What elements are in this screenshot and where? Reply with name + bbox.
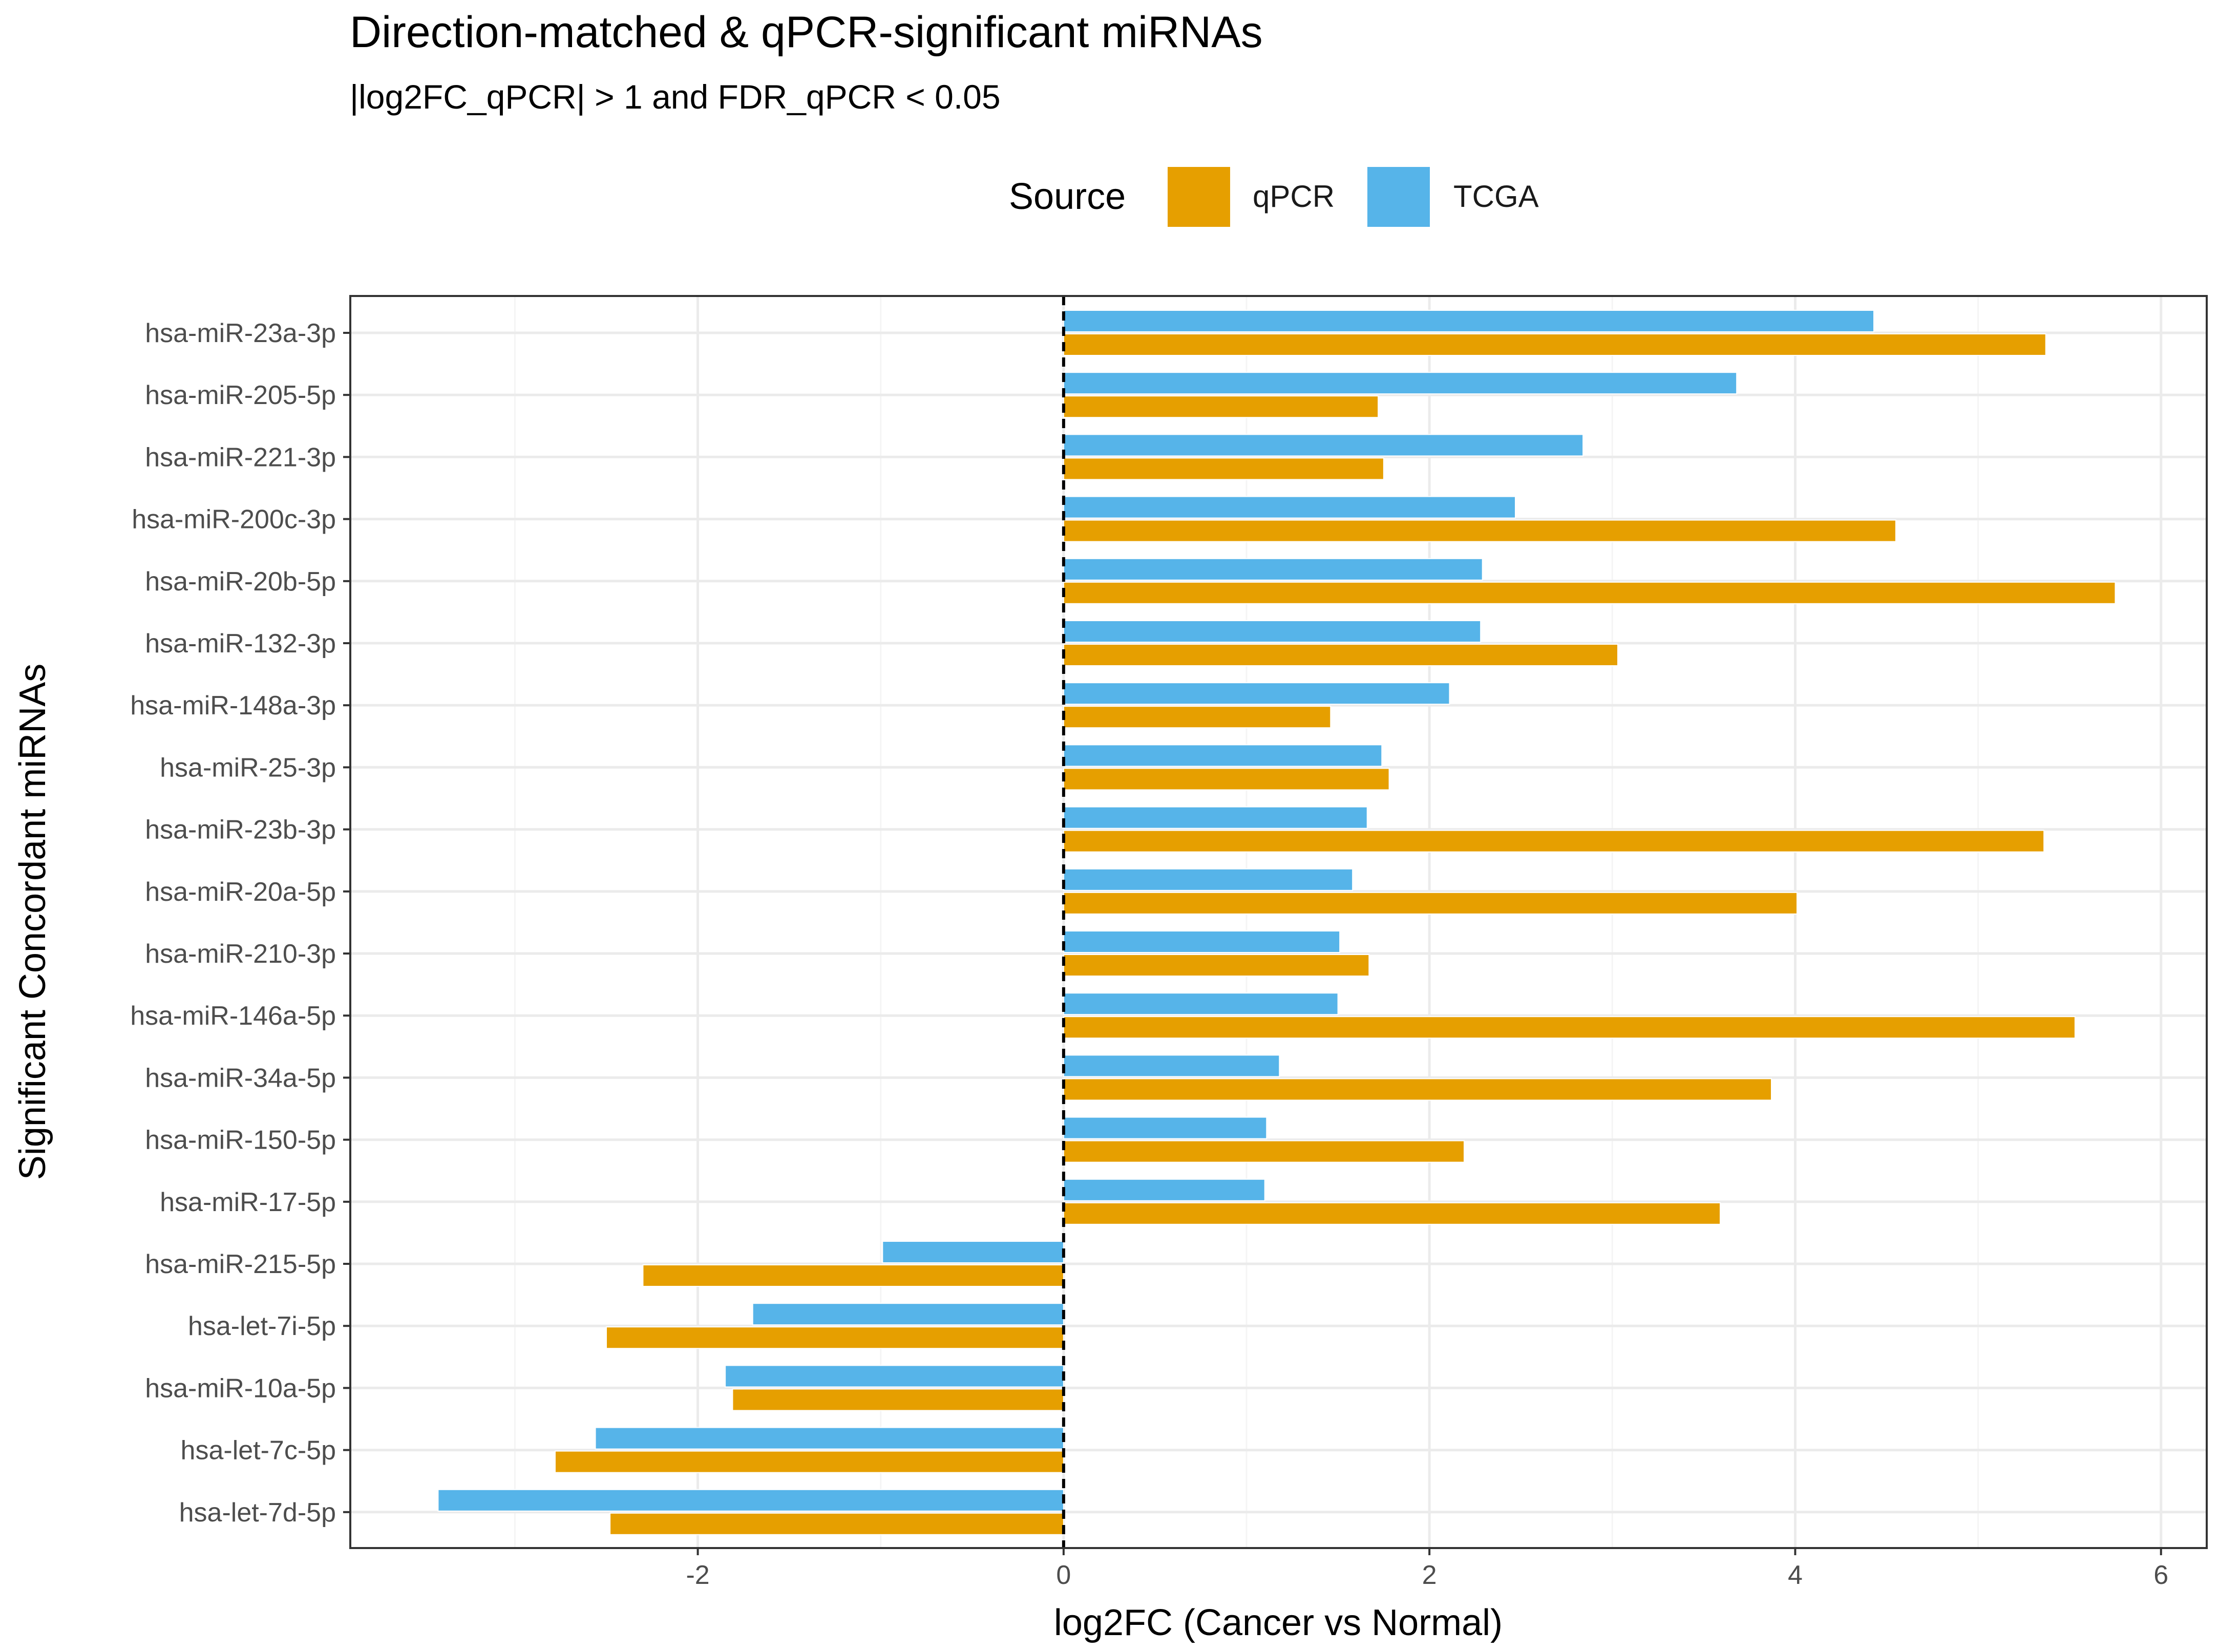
y-tick-label: hsa-miR-146a-5p [130, 1001, 336, 1031]
y-tick-label: hsa-miR-34a-5p [145, 1063, 336, 1093]
bar-tcga-hsa-miR-132-3p: hsa-miR-132-3p (TCGA): 2.28 [1063, 620, 1482, 643]
bar-qpcr-hsa-let-7c-5p: hsa-let-7c-5p (qPCR): -2.78 [555, 1450, 1064, 1473]
bar-tcga-hsa-miR-200c-3p: hsa-miR-200c-3p (TCGA): 2.47 [1063, 496, 1516, 519]
bar-tcga-hsa-miR-23b-3p: hsa-miR-23b-3p (TCGA): 1.66 [1063, 806, 1368, 829]
x-tick-label: 2 [1422, 1560, 1437, 1590]
y-tick-label: hsa-miR-10a-5p [145, 1373, 336, 1403]
y-tick-label: hsa-miR-215-5p [145, 1249, 336, 1279]
y-tick-label: hsa-miR-148a-3p [130, 691, 336, 721]
x-tick-label: -2 [686, 1560, 709, 1590]
bar-tcga-hsa-miR-205-5p: hsa-miR-205-5p (TCGA): 3.68 [1063, 372, 1738, 395]
bar-tcga-hsa-miR-221-3p: hsa-miR-221-3p (TCGA): 2.84 [1063, 434, 1584, 457]
y-tick-label: hsa-let-7d-5p [179, 1498, 336, 1528]
bar-qpcr-hsa-let-7d-5p: hsa-let-7d-5p (qPCR): -2.48 [609, 1512, 1064, 1535]
legend-title: Source [1009, 176, 1126, 217]
bar-qpcr-hsa-miR-205-5p: hsa-miR-205-5p (qPCR): 1.72 [1063, 395, 1379, 418]
legend-label-tcga: TCGA [1453, 179, 1539, 214]
bar-tcga-hsa-let-7i-5p: hsa-let-7i-5p (TCGA): -1.7 [752, 1303, 1064, 1326]
bar-tcga-hsa-miR-25-3p: hsa-miR-25-3p (TCGA): 1.74 [1063, 744, 1383, 767]
bar-tcga-hsa-miR-17-5p: hsa-miR-17-5p (TCGA): 1.1 [1063, 1178, 1265, 1201]
bar-qpcr-hsa-miR-20b-5p: hsa-miR-20b-5p (qPCR): 5.75 [1063, 581, 2116, 604]
bar-qpcr-hsa-miR-200c-3p: hsa-miR-200c-3p (qPCR): 4.55 [1063, 519, 1896, 542]
bar-tcga-hsa-miR-210-3p: hsa-miR-210-3p (TCGA): 1.51 [1063, 930, 1341, 953]
y-tick-label: hsa-let-7i-5p [188, 1311, 336, 1341]
bar-qpcr-hsa-let-7i-5p: hsa-let-7i-5p (qPCR): -2.5 [606, 1326, 1064, 1349]
bar-qpcr-hsa-miR-17-5p: hsa-miR-17-5p (qPCR): 3.59 [1063, 1202, 1721, 1225]
y-tick-label: hsa-miR-20b-5p [145, 567, 336, 597]
x-tick-label: 6 [2153, 1560, 2168, 1590]
y-tick-label: hsa-miR-20a-5p [145, 877, 336, 907]
bar-qpcr-hsa-miR-148a-3p: hsa-miR-148a-3p (qPCR): 1.46 [1063, 706, 1332, 729]
bar-qpcr-hsa-miR-221-3p: hsa-miR-221-3p (qPCR): 1.75 [1063, 457, 1384, 480]
bars: hsa-miR-23a-3p (TCGA): 4.43hsa-miR-23a-3… [437, 310, 2116, 1535]
y-tick-label: hsa-miR-25-3p [160, 753, 336, 782]
bar-qpcr-hsa-miR-20a-5p: hsa-miR-20a-5p (qPCR): 4.01 [1063, 892, 1798, 915]
bar-tcga-hsa-miR-34a-5p: hsa-miR-34a-5p (TCGA): 1.18 [1063, 1054, 1280, 1077]
bar-tcga-hsa-miR-20b-5p: hsa-miR-20b-5p (TCGA): 2.29 [1063, 558, 1483, 581]
gridlines [350, 296, 2207, 1548]
y-axis-ticks: hsa-miR-23a-3p hsa-miR-205-5p hsa-miR-221-… [130, 319, 350, 1528]
panel-border [349, 295, 2208, 1549]
bar-tcga-hsa-miR-150-5p: hsa-miR-150-5p (TCGA): 1.11 [1063, 1116, 1268, 1139]
x-axis-ticks: -2 0 2 4 6 [686, 1548, 2168, 1590]
bar-tcga-hsa-miR-20a-5p: hsa-miR-20a-5p (TCGA): 1.58 [1063, 868, 1354, 891]
x-tick-label: 0 [1056, 1560, 1071, 1590]
bar-qpcr-hsa-miR-25-3p: hsa-miR-25-3p (qPCR): 1.78 [1063, 768, 1390, 791]
y-tick-label: hsa-miR-132-3p [145, 629, 336, 659]
y-tick-label: hsa-miR-221-3p [145, 442, 336, 472]
y-tick-label: hsa-miR-205-5p [145, 380, 336, 410]
bar-tcga-hsa-miR-146a-5p: hsa-miR-146a-5p (TCGA): 1.5 [1063, 992, 1339, 1015]
y-tick-label: hsa-miR-150-5p [145, 1126, 336, 1155]
bar-tcga-hsa-let-7c-5p: hsa-let-7c-5p (TCGA): -2.56 [595, 1427, 1064, 1450]
bar-qpcr-hsa-miR-132-3p: hsa-miR-132-3p (qPCR): 3.03 [1063, 644, 1618, 666]
x-axis-title: log2FC (Cancer vs Normal) [1054, 1602, 1503, 1643]
bar-qpcr-hsa-miR-150-5p: hsa-miR-150-5p (qPCR): 2.19 [1063, 1140, 1465, 1163]
legend-key-qpcr [1168, 167, 1230, 227]
chart-title: Direction-matched & qPCR-significant miR… [350, 8, 1263, 57]
bar-tcga-hsa-miR-148a-3p: hsa-miR-148a-3p (TCGA): 2.11 [1063, 682, 1450, 705]
y-axis-title: Significant Concordant miRNAs [12, 664, 53, 1180]
bar-tcga-hsa-miR-10a-5p: hsa-miR-10a-5p (TCGA): -1.85 [725, 1365, 1064, 1388]
legend-key-tcga [1367, 167, 1430, 227]
bar-qpcr-hsa-miR-23b-3p: hsa-miR-23b-3p (qPCR): 5.36 [1063, 830, 2045, 853]
y-tick-label: hsa-let-7c-5p [181, 1436, 336, 1466]
y-tick-label: hsa-miR-23b-3p [145, 815, 336, 845]
bar-tcga-hsa-miR-23a-3p: hsa-miR-23a-3p (TCGA): 4.43 [1063, 310, 1874, 332]
y-tick-label: hsa-miR-23a-3p [145, 319, 336, 348]
legend: Source qPCR TCGA [1009, 167, 1539, 227]
y-tick-label: hsa-miR-200c-3p [132, 505, 336, 535]
bar-qpcr-hsa-miR-34a-5p: hsa-miR-34a-5p (qPCR): 3.87 [1063, 1078, 1772, 1101]
bar-qpcr-hsa-miR-10a-5p: hsa-miR-10a-5p (qPCR): -1.81 [732, 1388, 1064, 1411]
x-tick-label: 4 [1788, 1560, 1803, 1590]
y-tick-label: hsa-miR-210-3p [145, 939, 336, 969]
bar-qpcr-hsa-miR-210-3p: hsa-miR-210-3p (qPCR): 1.67 [1063, 954, 1370, 977]
chart-subtitle: |log2FC_qPCR| > 1 and FDR_qPCR < 0.05 [350, 78, 1001, 116]
bar-tcga-hsa-let-7d-5p: hsa-let-7d-5p (TCGA): -3.42 [437, 1489, 1064, 1512]
bar-tcga-hsa-miR-215-5p: hsa-miR-215-5p (TCGA): -0.99 [882, 1241, 1064, 1263]
y-tick-label: hsa-miR-17-5p [160, 1188, 336, 1217]
bar-qpcr-hsa-miR-146a-5p: hsa-miR-146a-5p (qPCR): 5.53 [1063, 1016, 2076, 1039]
bar-qpcr-hsa-miR-215-5p: hsa-miR-215-5p (qPCR): -2.3 [642, 1264, 1064, 1287]
bar-qpcr-hsa-miR-23a-3p: hsa-miR-23a-3p (qPCR): 5.37 [1063, 333, 2046, 356]
legend-label-qpcr: qPCR [1253, 179, 1335, 214]
